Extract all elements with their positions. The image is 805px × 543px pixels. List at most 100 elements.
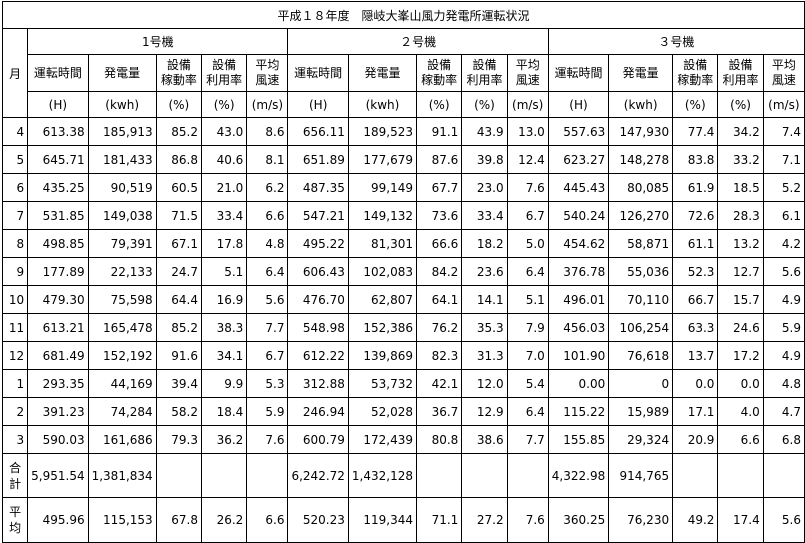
month-cell: 6 (1, 173, 29, 202)
value-cell: 5.2 (762, 173, 805, 202)
unit3-header: ３号機 (547, 28, 805, 55)
unit1-header: 1号機 (27, 28, 289, 55)
column-unit: (kwh) (347, 91, 417, 118)
value-cell: 557.63 (547, 117, 610, 146)
value-cell: 81,301 (347, 229, 417, 258)
value-cell: 612.22 (287, 341, 349, 370)
value-cell: 7.7 (506, 425, 549, 454)
value-cell: 35.3 (461, 313, 508, 342)
value-cell: 44,169 (87, 369, 157, 398)
value-cell: 24.6 (717, 313, 764, 342)
table-row: 6 435.25 90,519 60.5 21.0 6.2 487.35 99,149 67.7… (1, 173, 805, 202)
value-cell: 18.2 (461, 229, 508, 258)
value-cell: 152,192 (87, 341, 157, 370)
value-cell (672, 453, 719, 498)
value-cell: 1,381,834 (87, 453, 157, 498)
value-cell: 613.38 (27, 117, 89, 146)
column-unit: (%) (717, 91, 764, 118)
value-cell: 454.62 (547, 229, 610, 258)
value-cell: 181,433 (87, 145, 157, 174)
table-row: 12 681.49 152,192 91.6 34.1 6.7 612.22 139,869 8… (1, 341, 805, 370)
value-cell: 67.8 (155, 497, 202, 543)
value-cell: 531.85 (27, 201, 89, 230)
value-cell: 5.0 (506, 229, 549, 258)
value-cell (762, 453, 805, 498)
value-cell: 53,732 (347, 369, 417, 398)
value-cell: 495.22 (287, 229, 349, 258)
value-cell: 85.2 (155, 117, 202, 146)
value-cell: 17.8 (200, 229, 248, 258)
column-header: 発電量 (87, 54, 157, 92)
value-cell: 66.6 (415, 229, 463, 258)
value-cell: 1,432,128 (347, 453, 417, 498)
value-cell: 80,085 (608, 173, 674, 202)
column-header: 平均 風速 (506, 54, 549, 92)
value-cell: 149,132 (347, 201, 417, 230)
value-cell: 479.30 (27, 285, 89, 314)
value-cell: 17.1 (672, 397, 719, 426)
value-cell (506, 453, 549, 498)
column-unit: (%) (155, 91, 202, 118)
value-cell: 435.25 (27, 173, 89, 202)
value-cell: 36.2 (200, 425, 248, 454)
value-cell: 40.6 (200, 145, 248, 174)
value-cell: 38.6 (461, 425, 508, 454)
value-cell: 496.01 (547, 285, 610, 314)
value-cell: 99,149 (347, 173, 417, 202)
value-cell: 70,110 (608, 285, 674, 314)
value-cell: 161,686 (87, 425, 157, 454)
value-cell: 43.9 (461, 117, 508, 146)
value-cell: 495.96 (27, 497, 89, 543)
column-header: 運転時間 (547, 54, 610, 92)
value-cell: 7.6 (246, 425, 289, 454)
value-cell: 34.1 (200, 341, 248, 370)
month-cell: 2 (1, 397, 29, 426)
value-cell: 76.2 (415, 313, 463, 342)
month-cell: 3 (1, 425, 29, 454)
value-cell: 6,242.72 (287, 453, 349, 498)
value-cell: 63.3 (672, 313, 719, 342)
value-cell: 185,913 (87, 117, 157, 146)
value-cell: 24.7 (155, 257, 202, 286)
column-unit: (m/s) (762, 91, 805, 118)
value-cell: 147,930 (608, 117, 674, 146)
value-cell: 39.8 (461, 145, 508, 174)
table-row: 合計 5,951.54 1,381,834 6,242.72 1,432,128 4,32… (1, 453, 805, 498)
value-cell: 148,278 (608, 145, 674, 174)
table-row: 4 613.38 185,913 85.2 43.0 8.6 656.11 189,523 91… (1, 117, 805, 146)
value-cell: 79,391 (87, 229, 157, 258)
table-row: 8 498.85 79,391 67.1 17.8 4.8 495.22 81,301 66.6… (1, 229, 805, 258)
value-cell: 115.22 (547, 397, 610, 426)
value-cell: 520.23 (287, 497, 349, 543)
table-row: 9 177.89 22,133 24.7 5.1 6.4 606.43 102,083 84.2… (1, 257, 805, 286)
column-header: 設備 利用率 (461, 54, 508, 92)
value-cell: 12.0 (461, 369, 508, 398)
table-row: 11 613.21 165,478 85.2 38.3 7.7 548.98 152,386 7… (1, 313, 805, 342)
value-cell: 61.1 (672, 229, 719, 258)
value-cell: 5.9 (246, 397, 289, 426)
value-cell: 20.9 (672, 425, 719, 454)
value-cell: 7.0 (506, 341, 549, 370)
column-unit: (%) (672, 91, 719, 118)
value-cell: 6.7 (246, 341, 289, 370)
column-unit: (kwh) (87, 91, 157, 118)
value-cell: 8.6 (246, 117, 289, 146)
value-cell: 43.0 (200, 117, 248, 146)
value-cell: 58,871 (608, 229, 674, 258)
value-cell: 27.2 (461, 497, 508, 543)
value-cell (461, 453, 508, 498)
value-cell: 656.11 (287, 117, 349, 146)
value-cell: 360.25 (547, 497, 610, 543)
value-cell: 31.3 (461, 341, 508, 370)
value-cell: 14.1 (461, 285, 508, 314)
value-cell: 391.23 (27, 397, 89, 426)
column-header: 設備 稼動率 (155, 54, 202, 92)
value-cell: 71.5 (155, 201, 202, 230)
value-cell: 87.6 (415, 145, 463, 174)
value-cell: 547.21 (287, 201, 349, 230)
value-cell: 189,523 (347, 117, 417, 146)
value-cell: 456.03 (547, 313, 610, 342)
value-cell: 102,083 (347, 257, 417, 286)
value-cell: 23.6 (461, 257, 508, 286)
